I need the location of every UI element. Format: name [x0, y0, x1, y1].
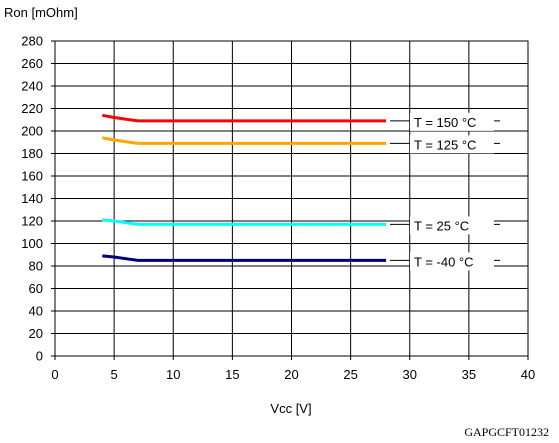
x-ticks: 0 5 10 15 20 25 30 35 40 [51, 367, 535, 382]
x-tick-label: 30 [403, 367, 417, 382]
x-tick-label: 0 [51, 367, 58, 382]
y-tick-label: 100 [21, 236, 43, 251]
series-label-bg [410, 216, 494, 235]
series-line [102, 136, 387, 145]
y-tick-label: 60 [29, 281, 43, 296]
series-label: T = 25 °C [414, 218, 469, 233]
grid [51, 40, 529, 360]
y-tick-label: 0 [36, 349, 43, 364]
series-label: T = 125 °C [414, 137, 476, 152]
x-tick-label: 10 [166, 367, 180, 382]
y-tick-label: 200 [21, 124, 43, 139]
y-tick-label: 240 [21, 79, 43, 94]
y-tick-label: 120 [21, 214, 43, 229]
y-tick-label: 180 [21, 146, 43, 161]
x-tick-label: 15 [225, 367, 239, 382]
series-label: T = 150 °C [414, 115, 476, 130]
y-tick-label: 160 [21, 169, 43, 184]
series-labels: T = 150 °C T = 125 °C T = 25 °C T = -40 °C [390, 112, 500, 271]
y-ticks: 0 20 40 60 80 100 120 140 160 180 200 220 240 260 280 [21, 34, 43, 364]
series-label-bg [410, 135, 494, 154]
x-axis-label: Vcc [V] [270, 401, 311, 416]
figure-code: GAPGCFT01232 [464, 425, 549, 439]
y-tick-label: 140 [21, 191, 43, 206]
y-tick-label: 20 [29, 326, 43, 341]
x-tick-label: 20 [284, 367, 298, 382]
series-line [102, 113, 387, 123]
series-label: T = -40 °C [414, 254, 474, 269]
x-tick-label: 25 [343, 367, 357, 382]
y-tick-label: 40 [29, 304, 43, 319]
x-tick-label: 5 [111, 367, 118, 382]
series-lines [102, 113, 387, 262]
series-line [102, 254, 387, 262]
y-tick-label: 280 [21, 34, 43, 49]
x-tick-label: 40 [521, 367, 535, 382]
series-label-bg [410, 252, 494, 271]
y-tick-label: 80 [29, 259, 43, 274]
y-axis-label: Ron [mOhm] [4, 5, 78, 20]
series-line [102, 218, 387, 226]
x-tick-label: 35 [462, 367, 476, 382]
series-label-bg [410, 112, 494, 131]
y-tick-label: 260 [21, 56, 43, 71]
y-tick-label: 220 [21, 101, 43, 116]
